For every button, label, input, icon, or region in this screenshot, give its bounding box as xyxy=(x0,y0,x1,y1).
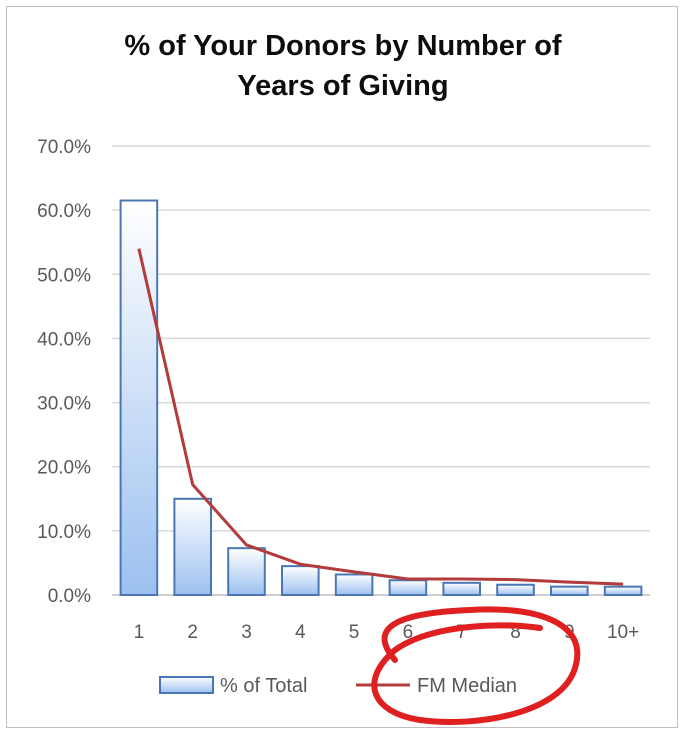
bar xyxy=(173,497,212,596)
bar-series xyxy=(119,199,643,597)
legend-label-total: % of Total xyxy=(220,675,307,697)
legend: % of Total FM Median xyxy=(159,675,517,697)
x-tick-label: 3 xyxy=(241,622,252,643)
y-tick-label: 40.0% xyxy=(37,329,91,350)
y-tick-label: 30.0% xyxy=(37,394,91,415)
x-tick-label: 5 xyxy=(349,622,360,643)
x-tick-label: 7 xyxy=(456,622,467,643)
chart-frame xyxy=(6,6,678,728)
bar xyxy=(334,573,374,597)
x-tick-label: 6 xyxy=(403,622,414,643)
bar xyxy=(442,581,481,597)
bar xyxy=(281,565,320,597)
legend-label-median: FM Median xyxy=(417,675,517,697)
chart-title: % of Your Donors by Number of Years of G… xyxy=(124,30,562,102)
annotation-circle xyxy=(371,606,581,725)
legend-bar-swatch xyxy=(159,676,214,694)
bar xyxy=(603,585,643,597)
line-path xyxy=(137,248,624,586)
y-tick-label: 70.0% xyxy=(37,137,91,158)
y-tick-label: 60.0% xyxy=(37,201,91,222)
bar xyxy=(388,579,428,596)
bar xyxy=(227,547,266,597)
bar xyxy=(496,583,535,596)
gridlines xyxy=(112,145,650,596)
x-tick-label: 1 xyxy=(134,622,145,643)
y-tick-label: 20.0% xyxy=(37,458,91,479)
bar xyxy=(550,585,589,597)
y-tick-label: 50.0% xyxy=(37,265,91,286)
x-tick-label: 4 xyxy=(295,622,306,643)
y-tick-label: 10.0% xyxy=(37,522,91,543)
bar xyxy=(119,199,159,596)
x-tick-label: 2 xyxy=(187,622,198,643)
x-tick-label: 10+ xyxy=(607,622,639,643)
x-tick-label: 8 xyxy=(510,622,521,643)
y-axis: 0.0% 10.0% 20.0% 30.0% 40.0% 50.0% 60.0% 70.0% xyxy=(37,137,91,607)
line-series xyxy=(137,248,624,586)
x-axis: 1 2 3 4 5 6 7 8 9 10+ xyxy=(134,622,640,643)
y-tick-label: 0.0% xyxy=(48,586,91,607)
